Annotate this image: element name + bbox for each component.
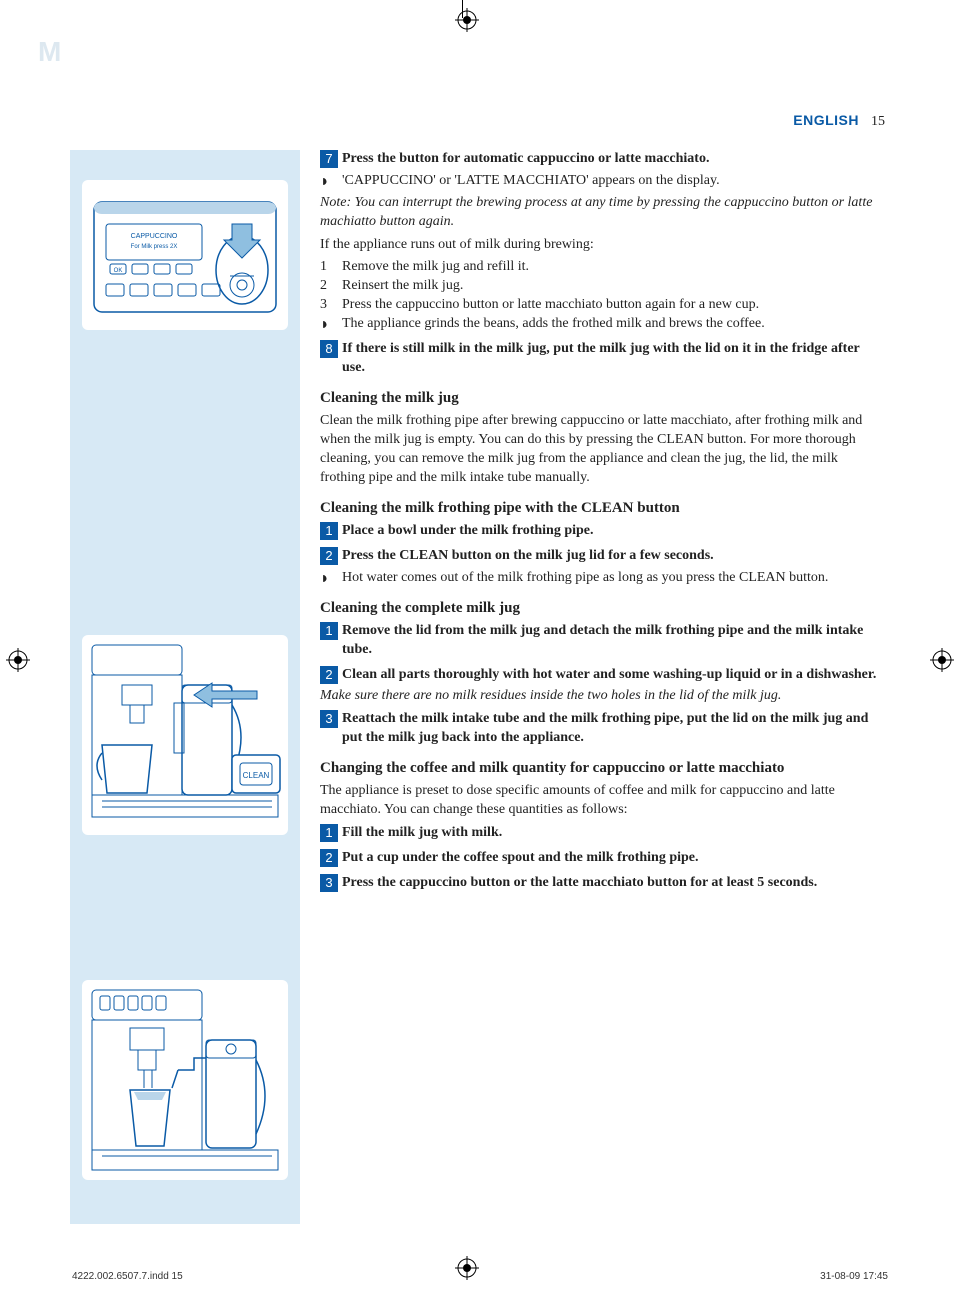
language-label: ENGLISH — [793, 112, 859, 128]
page-number: 15 — [871, 114, 885, 129]
bullet-icon: ◗ — [320, 569, 342, 587]
step-number: 3 — [320, 874, 338, 892]
svg-text:For Milk press 2X: For Milk press 2X — [131, 244, 178, 250]
registration-mark-icon — [930, 648, 954, 672]
step-chg-2: 2 Put a cup under the coffee spout and t… — [320, 849, 885, 868]
footer-right: 31-08-09 17:45 — [820, 1271, 888, 1282]
step-number: 2 — [320, 547, 338, 565]
page-header: ENGLISH 15 — [793, 112, 885, 130]
pointer-icon — [300, 242, 314, 262]
pointer-icon — [300, 1060, 314, 1080]
illustration-control-panel: CAPPUCCINO For Milk press 2X OK — [82, 180, 288, 330]
step-number: 3 — [320, 710, 338, 728]
step-number: 8 — [320, 340, 338, 358]
sub-step: 3Press the cappuccino button or latte ma… — [320, 296, 885, 315]
display-text: CAPPUCCINO — [131, 233, 178, 240]
step-number: 2 — [320, 849, 338, 867]
pointer-icon — [300, 715, 314, 735]
step-number: 2 — [320, 666, 338, 684]
sub-step: 2Reinsert the milk jug. — [320, 277, 885, 296]
step-pipe-1: 1 Place a bowl under the milk frothing p… — [320, 522, 885, 541]
page-body: CAPPUCCINO For Milk press 2X OK — [70, 150, 885, 1224]
registration-mark-icon — [6, 648, 30, 672]
step-comp-1: 1 Remove the lid from the milk jug and d… — [320, 622, 885, 660]
heading-change-qty: Changing the coffee and milk quantity fo… — [320, 758, 885, 778]
sub-step: 1Remove the milk jug and refill it. — [320, 258, 885, 277]
step-comp-2: 2 Clean all parts thoroughly with hot wa… — [320, 666, 885, 685]
heading-clean-complete: Cleaning the complete milk jug — [320, 598, 885, 618]
step-number: 1 — [320, 522, 338, 540]
illustration-clean-button: CLEAN — [82, 635, 288, 835]
step-number: 7 — [320, 150, 338, 168]
step-pipe-2: 2 Press the CLEAN button on the milk jug… — [320, 547, 885, 566]
paragraph: If the appliance runs out of milk during… — [320, 236, 885, 255]
clean-label: CLEAN — [243, 771, 270, 780]
step-number: 1 — [320, 622, 338, 640]
illustration-cup-jug — [82, 980, 288, 1180]
corner-mark: M — [38, 36, 61, 68]
registration-mark-icon — [455, 8, 479, 32]
footer-left: 4222.002.6507.7.indd 15 — [72, 1271, 183, 1282]
result-line: ◗ Hot water comes out of the milk frothi… — [320, 569, 885, 588]
svg-text:OK: OK — [114, 268, 123, 274]
footer: 4222.002.6507.7.indd 15 31-08-09 17:45 — [72, 1271, 888, 1282]
step-text: Press the button for automatic cappuccin… — [342, 150, 885, 169]
step-number: 1 — [320, 824, 338, 842]
note-text: Note: You can interrupt the brewing proc… — [320, 194, 885, 232]
bullet-icon: ◗ — [320, 315, 342, 333]
step-chg-3: 3 Press the cappuccino button or the lat… — [320, 874, 885, 893]
step-8: 8 If there is still milk in the milk jug… — [320, 340, 885, 378]
text-column: 7 Press the button for automatic cappucc… — [320, 150, 885, 1224]
bullet-icon: ◗ — [320, 172, 342, 190]
paragraph: Clean the milk frothing pipe after brewi… — [320, 412, 885, 488]
result-line: ◗ 'CAPPUCCINO' or 'LATTE MACCHIATO' appe… — [320, 172, 885, 191]
step-7: 7 Press the button for automatic cappucc… — [320, 150, 885, 169]
step-chg-1: 1 Fill the milk jug with milk. — [320, 824, 885, 843]
illustration-column: CAPPUCCINO For Milk press 2X OK — [70, 150, 300, 1224]
step-comp-3: 3 Reattach the milk intake tube and the … — [320, 710, 885, 748]
result-line: ◗ The appliance grinds the beans, adds t… — [320, 315, 885, 334]
paragraph: The appliance is preset to dose specific… — [320, 782, 885, 820]
step-text: If there is still milk in the milk jug, … — [342, 340, 885, 378]
arrow-down-icon — [224, 224, 260, 258]
heading-clean-jug: Cleaning the milk jug — [320, 388, 885, 408]
note-text: Make sure there are no milk residues ins… — [320, 687, 885, 706]
heading-clean-pipe: Cleaning the milk frothing pipe with the… — [320, 498, 885, 518]
